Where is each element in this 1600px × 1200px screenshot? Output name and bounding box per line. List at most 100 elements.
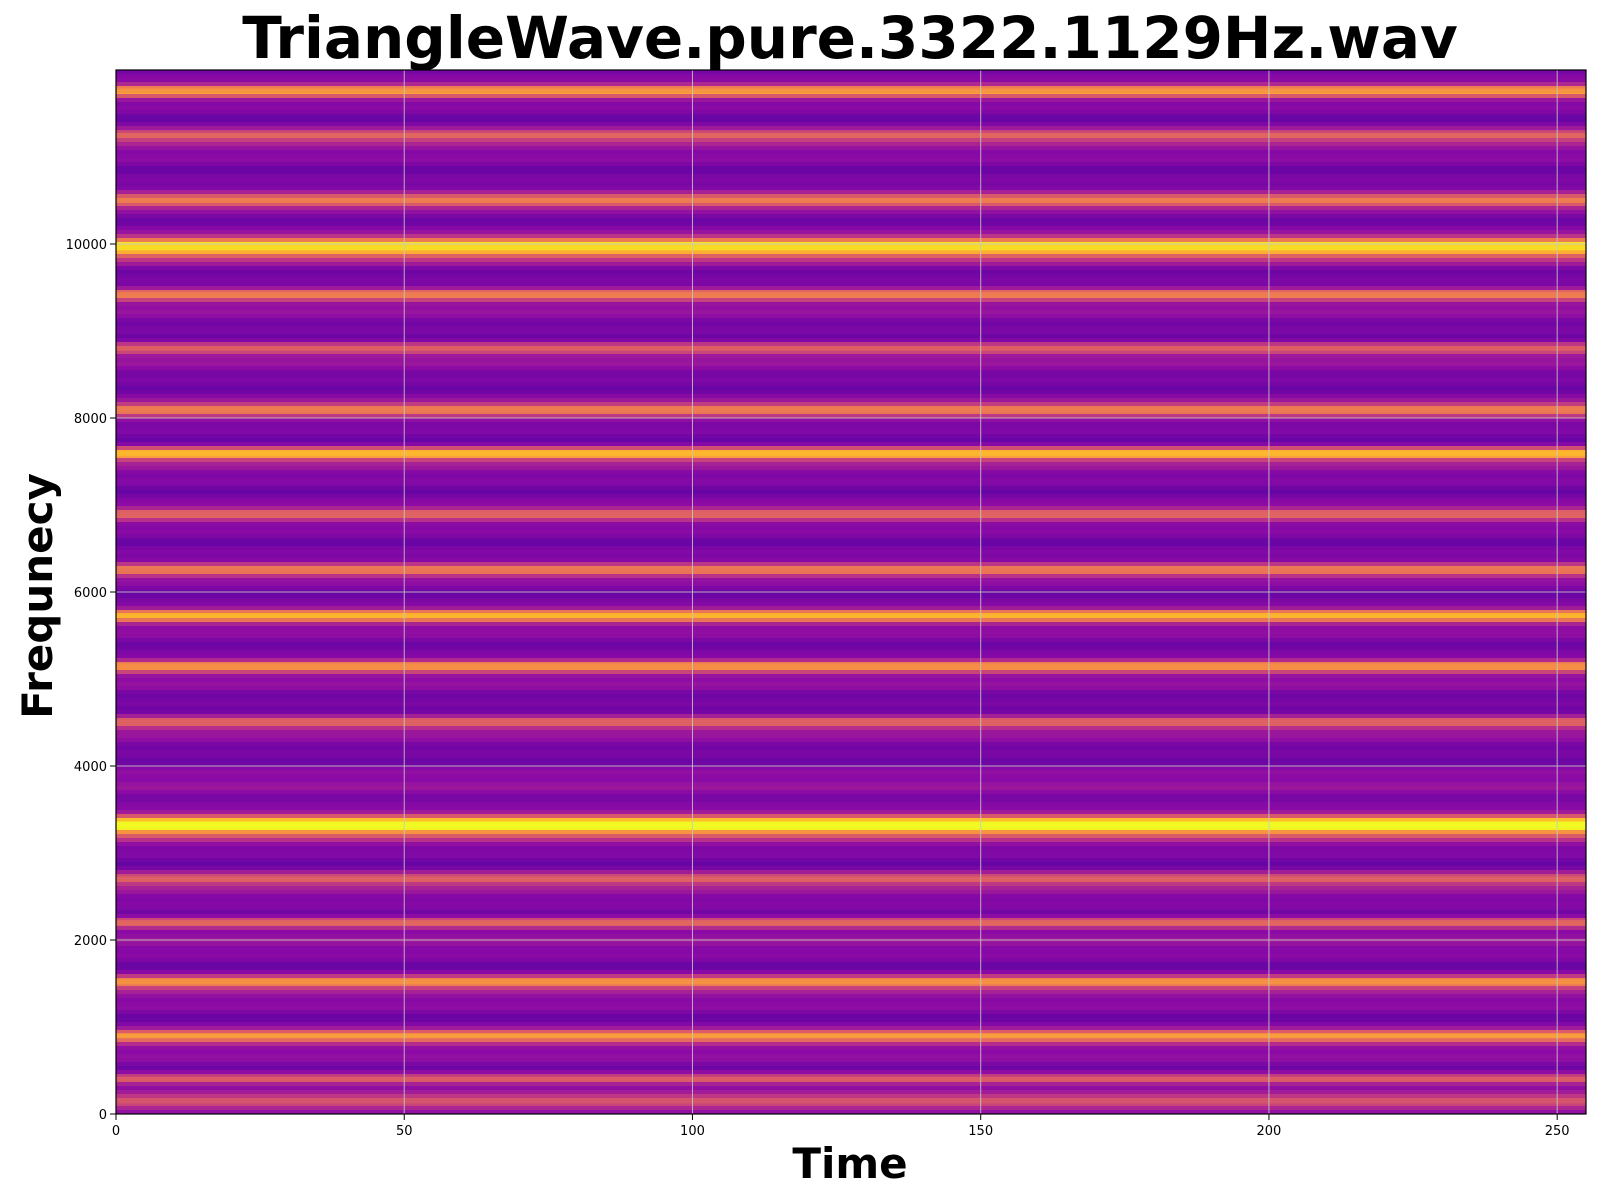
heatmap-row	[116, 518, 1586, 523]
heatmap-row	[116, 986, 1586, 991]
heatmap-row	[116, 950, 1586, 955]
heatmap-row	[116, 1018, 1586, 1023]
heatmap-row	[116, 86, 1586, 91]
heatmap-row	[116, 226, 1586, 231]
heatmap-row	[116, 1058, 1586, 1063]
heatmap-row	[116, 806, 1586, 811]
heatmap-row	[116, 714, 1586, 719]
plot-area	[115, 69, 1587, 1115]
heatmap-row	[116, 782, 1586, 787]
heatmap-row	[116, 894, 1586, 899]
heatmap-row	[116, 998, 1586, 1003]
heatmap-row	[116, 126, 1586, 131]
x-tick-label: 150	[968, 1124, 993, 1139]
heatmap-row	[116, 582, 1586, 587]
heatmap-row	[116, 1106, 1586, 1111]
heatmap-row	[116, 902, 1586, 907]
heatmap-row	[116, 554, 1586, 559]
heatmap-row	[116, 486, 1586, 491]
heatmap-row	[116, 594, 1586, 599]
heatmap-row	[116, 854, 1586, 859]
heatmap-row	[116, 810, 1586, 815]
heatmap-row	[116, 618, 1586, 623]
heatmap-row	[116, 530, 1586, 535]
heatmap-row	[116, 638, 1586, 643]
heatmap-row	[116, 306, 1586, 311]
heatmap-row	[116, 742, 1586, 747]
heatmap-row	[116, 358, 1586, 363]
heatmap-row	[116, 430, 1586, 435]
heatmap-row	[116, 338, 1586, 343]
heatmap-row	[116, 258, 1586, 263]
heatmap-row	[116, 1038, 1586, 1043]
heatmap-row	[116, 506, 1586, 511]
heatmap-row	[116, 882, 1586, 887]
heatmap-row	[116, 898, 1586, 903]
x-tick-label: 50	[396, 1124, 413, 1139]
heatmap-row	[116, 262, 1586, 267]
heatmap-row	[116, 934, 1586, 939]
heatmap-row	[116, 354, 1586, 359]
heatmap-row	[116, 190, 1586, 195]
x-axis-label: Time	[792, 1139, 907, 1188]
heatmap-row	[116, 182, 1586, 187]
heatmap-row	[116, 994, 1586, 999]
heatmap-row	[116, 958, 1586, 963]
heatmap-row	[116, 738, 1586, 743]
heatmap-row	[116, 370, 1586, 375]
heatmap-row	[116, 278, 1586, 283]
heatmap-row	[116, 546, 1586, 551]
heatmap-row	[116, 766, 1586, 771]
heatmap-row	[116, 634, 1586, 639]
heatmap-row	[116, 434, 1586, 439]
heatmap-row	[116, 610, 1586, 615]
heatmap-row	[116, 630, 1586, 635]
heatmap-row	[116, 422, 1586, 427]
heatmap-row	[116, 334, 1586, 339]
heatmap-row	[116, 970, 1586, 975]
heatmap-row	[116, 1094, 1586, 1099]
heatmap-row	[116, 222, 1586, 227]
heatmap-row	[116, 954, 1586, 959]
heatmap-row	[116, 374, 1586, 379]
heatmap-row	[116, 94, 1586, 99]
heatmap-row	[116, 78, 1586, 83]
heatmap-row	[116, 542, 1586, 547]
heatmap-row	[116, 438, 1586, 443]
heatmap-row	[116, 962, 1586, 967]
heatmap-row	[116, 622, 1586, 627]
heatmap-row	[116, 254, 1586, 259]
heatmap-row	[116, 1074, 1586, 1079]
x-tick-label: 0	[112, 1124, 120, 1139]
heatmap-row	[116, 526, 1586, 531]
heatmap-row	[116, 362, 1586, 367]
heatmap-row	[116, 914, 1586, 919]
heatmap-row	[116, 646, 1586, 651]
heatmap-row	[116, 266, 1586, 271]
heatmap-row	[116, 130, 1586, 135]
heatmap-row	[116, 538, 1586, 543]
heatmap-row	[116, 698, 1586, 703]
heatmap-row	[116, 250, 1586, 255]
heatmap-row	[116, 498, 1586, 503]
heatmap-row	[116, 310, 1586, 315]
heatmap-row	[116, 858, 1586, 863]
heatmap-row	[116, 302, 1586, 307]
heatmap-row	[116, 470, 1586, 475]
heatmap-row	[116, 274, 1586, 279]
heatmap-row	[116, 550, 1586, 555]
heatmap-row	[116, 1030, 1586, 1035]
heatmap-row	[116, 798, 1586, 803]
heatmap-row	[116, 166, 1586, 171]
heatmap-row	[116, 474, 1586, 479]
heatmap-row	[116, 402, 1586, 407]
heatmap-row	[116, 1014, 1586, 1019]
heatmap-row	[116, 122, 1586, 127]
heatmap-row	[116, 686, 1586, 691]
heatmap-row	[116, 626, 1586, 631]
heatmap-row	[116, 1062, 1586, 1067]
heatmap-row	[116, 558, 1586, 563]
heatmap-row	[116, 606, 1586, 611]
heatmap-row	[116, 838, 1586, 843]
heatmap-row	[116, 726, 1586, 731]
